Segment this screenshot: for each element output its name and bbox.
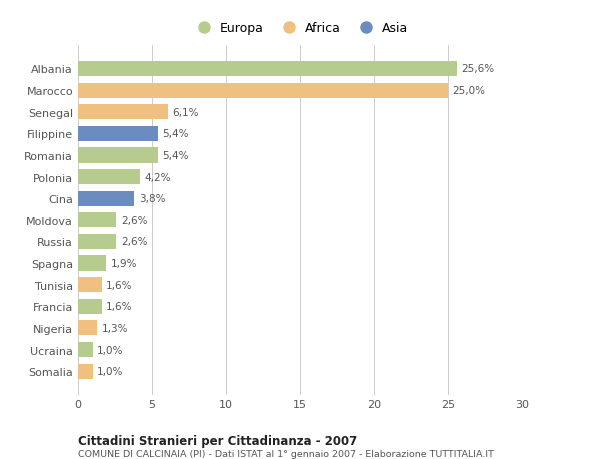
Text: 1,6%: 1,6% [106, 302, 133, 312]
Text: 2,6%: 2,6% [121, 215, 148, 225]
Text: 1,3%: 1,3% [101, 323, 128, 333]
Text: 1,0%: 1,0% [97, 345, 124, 355]
Bar [78, 342, 93, 357]
Bar [78, 299, 101, 314]
Bar [78, 170, 140, 185]
Text: 1,6%: 1,6% [106, 280, 133, 290]
Text: 25,6%: 25,6% [461, 64, 494, 74]
Text: 6,1%: 6,1% [173, 107, 199, 118]
Bar [78, 235, 116, 249]
Bar [78, 364, 93, 379]
Bar [78, 148, 158, 163]
Bar [78, 191, 134, 206]
Text: COMUNE DI CALCINAIA (PI) - Dati ISTAT al 1° gennaio 2007 - Elaborazione TUTTITAL: COMUNE DI CALCINAIA (PI) - Dati ISTAT al… [78, 449, 494, 458]
Bar [78, 278, 101, 292]
Text: 5,4%: 5,4% [163, 129, 189, 139]
Text: Cittadini Stranieri per Cittadinanza - 2007: Cittadini Stranieri per Cittadinanza - 2… [78, 434, 357, 447]
Text: 4,2%: 4,2% [145, 172, 171, 182]
Text: 5,4%: 5,4% [163, 151, 189, 161]
Bar [78, 62, 457, 77]
Text: 2,6%: 2,6% [121, 237, 148, 247]
Text: 1,9%: 1,9% [110, 258, 137, 269]
Bar [78, 84, 448, 98]
Legend: Europa, Africa, Asia: Europa, Africa, Asia [187, 17, 413, 40]
Bar [78, 256, 106, 271]
Bar [78, 127, 158, 141]
Text: 3,8%: 3,8% [139, 194, 165, 204]
Text: 25,0%: 25,0% [452, 86, 485, 96]
Text: 1,0%: 1,0% [97, 366, 124, 376]
Bar [78, 105, 168, 120]
Bar [78, 213, 116, 228]
Bar [78, 321, 97, 336]
